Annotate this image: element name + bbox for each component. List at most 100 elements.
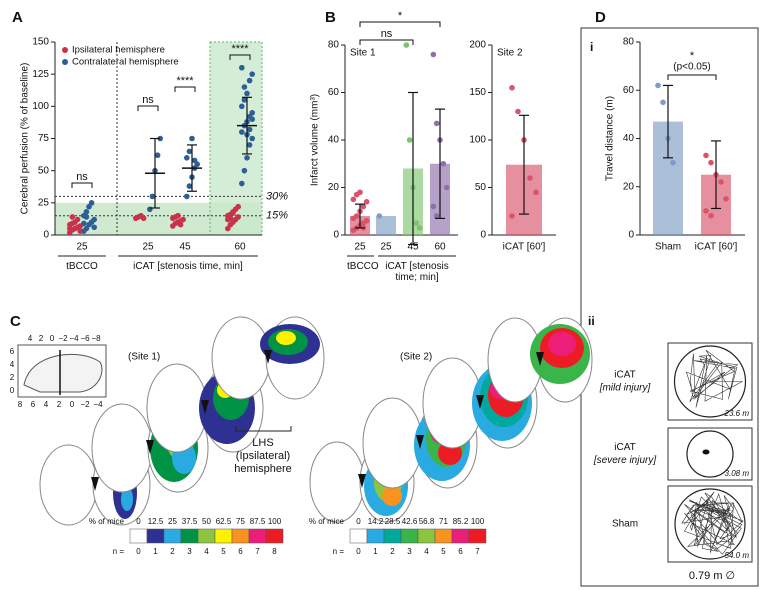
- panel-d-frame: [580, 27, 759, 587]
- inset-tick: 2: [10, 373, 15, 382]
- significance-label: *: [690, 50, 695, 62]
- data-point: [509, 84, 515, 91]
- trajectory: [702, 449, 710, 455]
- data-point: [416, 225, 423, 231]
- data-point: [88, 200, 95, 206]
- data-point: [147, 206, 153, 213]
- x-tick-label: 25: [76, 242, 88, 253]
- scale-n: 5: [221, 547, 226, 556]
- scale-swatch: [468, 528, 487, 544]
- data-point: [140, 215, 147, 222]
- data-point: [191, 157, 198, 164]
- data-point: [718, 179, 724, 185]
- data-point: [350, 196, 357, 203]
- significance-label: ****: [231, 43, 249, 55]
- inset-tick: 2: [57, 400, 62, 409]
- data-point: [74, 216, 81, 223]
- data-point: [249, 71, 255, 77]
- chart-panel: 0 50 100 150 200 Site 2 iCAT [60′]: [469, 40, 556, 253]
- inset-tick: −4: [69, 334, 79, 343]
- data-point: [353, 213, 360, 219]
- data-point: [363, 217, 370, 224]
- y-tick-label: 0: [43, 230, 49, 241]
- arena-group-label: Sham: [612, 519, 638, 530]
- scale-label: n =: [333, 547, 345, 556]
- data-point: [246, 126, 253, 133]
- x-tick-label: 25: [380, 242, 392, 253]
- scale-n: 4: [424, 547, 429, 556]
- data-point: [670, 159, 676, 166]
- y-axis-label: Infarct volume (mm³): [310, 94, 321, 186]
- scale-n: 6: [238, 547, 243, 556]
- panel-letter: A: [12, 9, 23, 26]
- scale-label: n =: [113, 547, 125, 556]
- x-tick-label: 45: [407, 242, 419, 253]
- lesion-region: [121, 487, 133, 511]
- trajectory: [681, 491, 744, 555]
- arena-group-label: iCAT: [614, 442, 635, 453]
- significance-bracket: [229, 54, 251, 60]
- scale-percent: 100: [471, 517, 485, 526]
- data-point: [443, 184, 450, 191]
- scale-swatch: [197, 528, 216, 544]
- data-point: [433, 213, 440, 219]
- significance-label: *: [398, 10, 403, 22]
- arena: [686, 430, 734, 478]
- data-point: [433, 120, 440, 127]
- inset-tick: 4: [44, 400, 49, 409]
- data-point: [177, 221, 184, 228]
- data-point: [376, 213, 383, 219]
- ventricle: [201, 400, 209, 414]
- y-tick-label: 125: [32, 69, 49, 80]
- group-label: iCAT [stenosis time; min]: [385, 261, 449, 283]
- ventricle: [358, 474, 366, 488]
- brain-section: [211, 316, 325, 400]
- scale-n: 8: [272, 547, 277, 556]
- data-point: [246, 77, 253, 84]
- legend-label: Contralateral hemisphere: [72, 57, 179, 68]
- data-point: [708, 159, 714, 166]
- data-point: [239, 129, 245, 135]
- data-point: [430, 203, 437, 210]
- data-point: [660, 99, 666, 106]
- subpanel-label: ii: [588, 314, 595, 328]
- legend-marker: [62, 59, 68, 65]
- data-point: [708, 212, 714, 219]
- lhs-bracket: [235, 426, 292, 432]
- scale-n: 3: [407, 547, 412, 556]
- data-point: [239, 180, 245, 187]
- y-tick-label: 150: [469, 87, 486, 98]
- y-tick-label: 200: [469, 40, 486, 51]
- hemisphere: [362, 397, 423, 489]
- chart-panel: 0 20 40 60 80 Travel distance (m) Di Sham iCAT […: [590, 9, 745, 253]
- significance-label: ****: [176, 75, 194, 87]
- scale-swatch: [146, 528, 165, 544]
- significance-label: ns: [381, 28, 393, 40]
- y-tick-label: 40: [328, 135, 340, 146]
- group-label: iCAT [stenosis time, min]: [133, 261, 243, 272]
- data-point: [157, 135, 163, 142]
- group-label: tBCCO: [347, 261, 379, 272]
- data-point: [430, 51, 437, 58]
- data-point: [249, 116, 255, 122]
- y-axis-label: Travel distance (m): [605, 96, 616, 181]
- inset-tick: 8: [18, 400, 23, 409]
- data-point: [67, 225, 73, 232]
- scale-n: 2: [390, 547, 395, 556]
- data-point: [360, 203, 367, 210]
- scale-swatch: [417, 528, 436, 544]
- scale-percent: 71: [439, 517, 448, 526]
- inset-tick: −2: [80, 400, 90, 409]
- data-point: [249, 109, 255, 116]
- data-point: [227, 215, 234, 222]
- arena: [674, 488, 746, 560]
- ventricle: [264, 350, 272, 364]
- lesion-region: [548, 332, 576, 356]
- x-tick-label: 60: [434, 242, 446, 253]
- significance-bracket: [174, 86, 196, 92]
- data-point: [149, 193, 156, 200]
- scale-swatch: [400, 528, 419, 544]
- arena-distance: 54.0 m: [725, 551, 750, 560]
- y-tick-label: 20: [623, 181, 635, 192]
